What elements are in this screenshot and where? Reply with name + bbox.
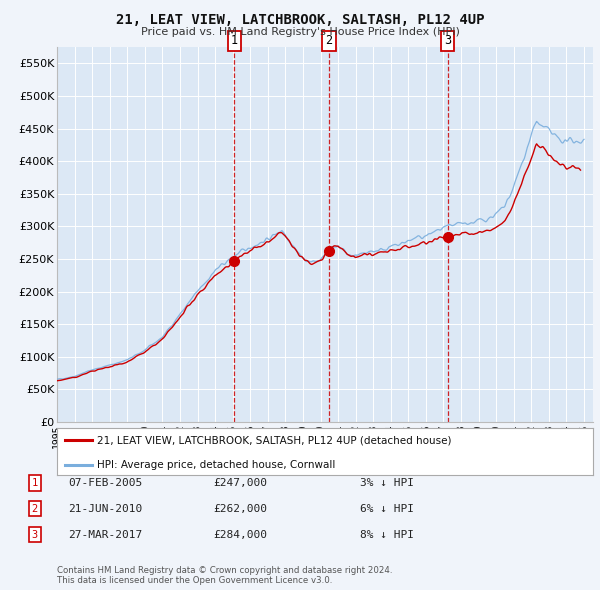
Text: 2: 2 (325, 34, 332, 47)
Text: £284,000: £284,000 (213, 530, 267, 539)
Text: 21, LEAT VIEW, LATCHBROOK, SALTASH, PL12 4UP: 21, LEAT VIEW, LATCHBROOK, SALTASH, PL12… (116, 13, 484, 27)
Text: 3% ↓ HPI: 3% ↓ HPI (360, 478, 414, 487)
Text: 1: 1 (32, 478, 38, 487)
Text: £262,000: £262,000 (213, 504, 267, 513)
Text: 21, LEAT VIEW, LATCHBROOK, SALTASH, PL12 4UP (detached house): 21, LEAT VIEW, LATCHBROOK, SALTASH, PL12… (97, 435, 452, 445)
Text: 3: 3 (32, 530, 38, 539)
Text: HPI: Average price, detached house, Cornwall: HPI: Average price, detached house, Corn… (97, 460, 335, 470)
Text: Price paid vs. HM Land Registry's House Price Index (HPI): Price paid vs. HM Land Registry's House … (140, 27, 460, 37)
Text: 07-FEB-2005: 07-FEB-2005 (68, 478, 142, 487)
Text: Contains HM Land Registry data © Crown copyright and database right 2024.
This d: Contains HM Land Registry data © Crown c… (57, 566, 392, 585)
Text: 6% ↓ HPI: 6% ↓ HPI (360, 504, 414, 513)
Text: 8% ↓ HPI: 8% ↓ HPI (360, 530, 414, 539)
Text: 3: 3 (444, 34, 451, 47)
Text: £247,000: £247,000 (213, 478, 267, 487)
Text: 21-JUN-2010: 21-JUN-2010 (68, 504, 142, 513)
Text: 2: 2 (32, 504, 38, 513)
Text: 1: 1 (231, 34, 238, 47)
Text: 27-MAR-2017: 27-MAR-2017 (68, 530, 142, 539)
